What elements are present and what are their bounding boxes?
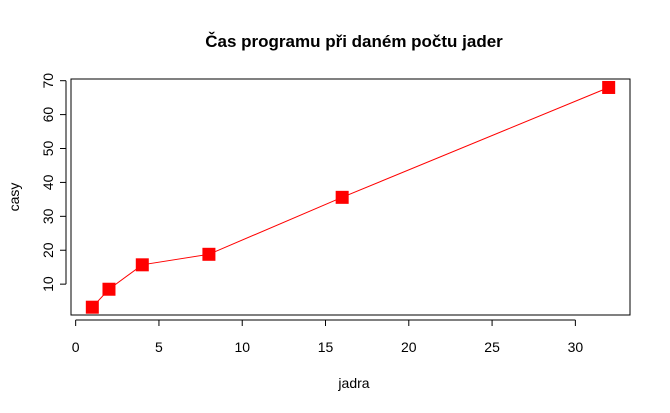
- y-tick-label: 50: [40, 141, 56, 157]
- x-axis-label: jadra: [337, 375, 369, 391]
- y-tick-label: 30: [40, 208, 56, 224]
- data-point-marker: [602, 80, 616, 94]
- x-tick-label: 20: [401, 339, 417, 355]
- x-tick-label: 10: [234, 339, 250, 355]
- series-line: [91, 87, 609, 308]
- y-axis-label: casy: [6, 183, 22, 212]
- series-layer: [85, 80, 616, 314]
- x-tick-label: 30: [568, 339, 584, 355]
- data-point-marker: [202, 247, 216, 261]
- x-tick-label: 25: [484, 339, 500, 355]
- y-tick-label: 60: [40, 107, 56, 123]
- y-tick-label: 10: [40, 276, 56, 292]
- plot-area-border: [70, 78, 631, 316]
- x-axis: 0 5 10 15 20 25 30: [72, 319, 584, 355]
- y-tick-label: 40: [40, 174, 56, 190]
- data-point-marker: [85, 300, 99, 314]
- y-tick-label: 20: [40, 242, 56, 258]
- y-tick-label: 70: [40, 73, 56, 89]
- data-point-marker: [135, 258, 149, 272]
- chart-title: Čas programu při daném počtu jader: [205, 32, 503, 51]
- data-point-marker: [102, 282, 116, 296]
- data-point-marker: [335, 190, 349, 204]
- y-axis: 10 20 30 40 50 60 70: [40, 73, 67, 292]
- x-tick-label: 15: [318, 339, 334, 355]
- x-tick-label: 0: [72, 339, 80, 355]
- x-tick-label: 5: [155, 339, 163, 355]
